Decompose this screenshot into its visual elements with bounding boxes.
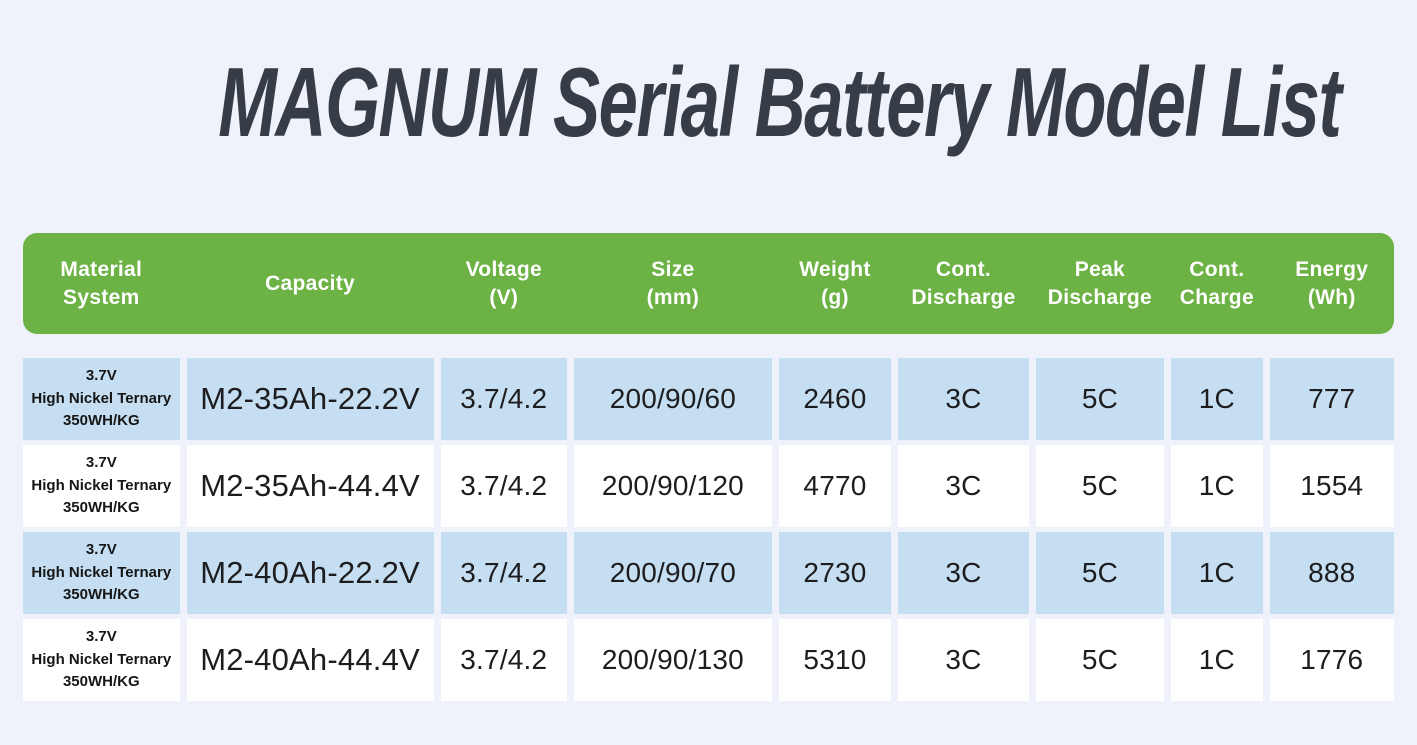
cell-size: 200/90/60 <box>574 358 772 440</box>
table-row: 3.7V High Nickel Ternary 350WH/KG M2-35A… <box>23 358 1394 440</box>
column-header-cont-charge: Cont. Charge <box>1179 258 1254 309</box>
column-header-weight: Weight (g) <box>799 258 871 309</box>
cell-cont-charge: 1C <box>1171 532 1263 614</box>
cell-capacity: M2-35Ah-44.4V <box>186 445 434 527</box>
column-header-energy: Energy (Wh) <box>1295 258 1369 309</box>
cell-peak-discharge: 5C <box>1035 619 1165 701</box>
cell-weight: 2460 <box>778 358 892 440</box>
cell-peak-discharge: 5C <box>1035 358 1165 440</box>
cell-energy: 777 <box>1269 358 1394 440</box>
column-header-peak-discharge: Peak Discharge <box>1047 258 1153 309</box>
cell-weight: 5310 <box>778 619 892 701</box>
cell-material-system: 3.7V High Nickel Ternary 350WH/KG <box>23 445 180 527</box>
column-header-cont-discharge: Cont. Discharge <box>911 258 1016 309</box>
cell-capacity: M2-40Ah-22.2V <box>186 532 434 614</box>
cell-peak-discharge: 5C <box>1035 532 1165 614</box>
cell-capacity: M2-40Ah-44.4V <box>186 619 434 701</box>
cell-weight: 2730 <box>778 532 892 614</box>
table-row: 3.7V High Nickel Ternary 350WH/KG M2-35A… <box>23 445 1394 527</box>
cell-material-system: 3.7V High Nickel Ternary 350WH/KG <box>23 619 180 701</box>
column-header-voltage: Voltage (V) <box>465 258 542 309</box>
cell-cont-discharge: 3C <box>898 445 1029 527</box>
cell-voltage: 3.7/4.2 <box>440 358 567 440</box>
column-header-size: Size (mm) <box>646 258 700 309</box>
cell-energy: 1554 <box>1269 445 1394 527</box>
table-body: 3.7V High Nickel Ternary 350WH/KG M2-35A… <box>23 358 1394 701</box>
cell-voltage: 3.7/4.2 <box>440 445 567 527</box>
cell-peak-discharge: 5C <box>1035 445 1165 527</box>
cell-cont-discharge: 3C <box>898 619 1029 701</box>
cell-cont-discharge: 3C <box>898 358 1029 440</box>
page-title: MAGNUM Serial Battery Model List <box>0 0 1417 168</box>
table-row: 3.7V High Nickel Ternary 350WH/KG M2-40A… <box>23 532 1394 614</box>
table-row: 3.7V High Nickel Ternary 350WH/KG M2-40A… <box>23 619 1394 701</box>
cell-cont-charge: 1C <box>1171 619 1263 701</box>
cell-size: 200/90/70 <box>574 532 772 614</box>
battery-model-table: Material System Capacity Voltage (V) Siz… <box>23 233 1394 701</box>
cell-weight: 4770 <box>778 445 892 527</box>
table-header-row: Material System Capacity Voltage (V) Siz… <box>23 233 1394 334</box>
cell-material-system: 3.7V High Nickel Ternary 350WH/KG <box>23 532 180 614</box>
cell-voltage: 3.7/4.2 <box>440 619 567 701</box>
page-title-text: MAGNUM Serial Battery Model List <box>218 47 1342 157</box>
cell-cont-charge: 1C <box>1171 445 1263 527</box>
cell-energy: 1776 <box>1269 619 1394 701</box>
column-header-capacity: Capacity <box>265 271 356 295</box>
cell-capacity: M2-35Ah-22.2V <box>186 358 434 440</box>
cell-material-system: 3.7V High Nickel Ternary 350WH/KG <box>23 358 180 440</box>
cell-cont-discharge: 3C <box>898 532 1029 614</box>
cell-energy: 888 <box>1269 532 1394 614</box>
cell-size: 200/90/120 <box>574 445 772 527</box>
cell-size: 200/90/130 <box>574 619 772 701</box>
column-header-material-system: Material System <box>60 258 143 309</box>
cell-voltage: 3.7/4.2 <box>440 532 567 614</box>
cell-cont-charge: 1C <box>1171 358 1263 440</box>
